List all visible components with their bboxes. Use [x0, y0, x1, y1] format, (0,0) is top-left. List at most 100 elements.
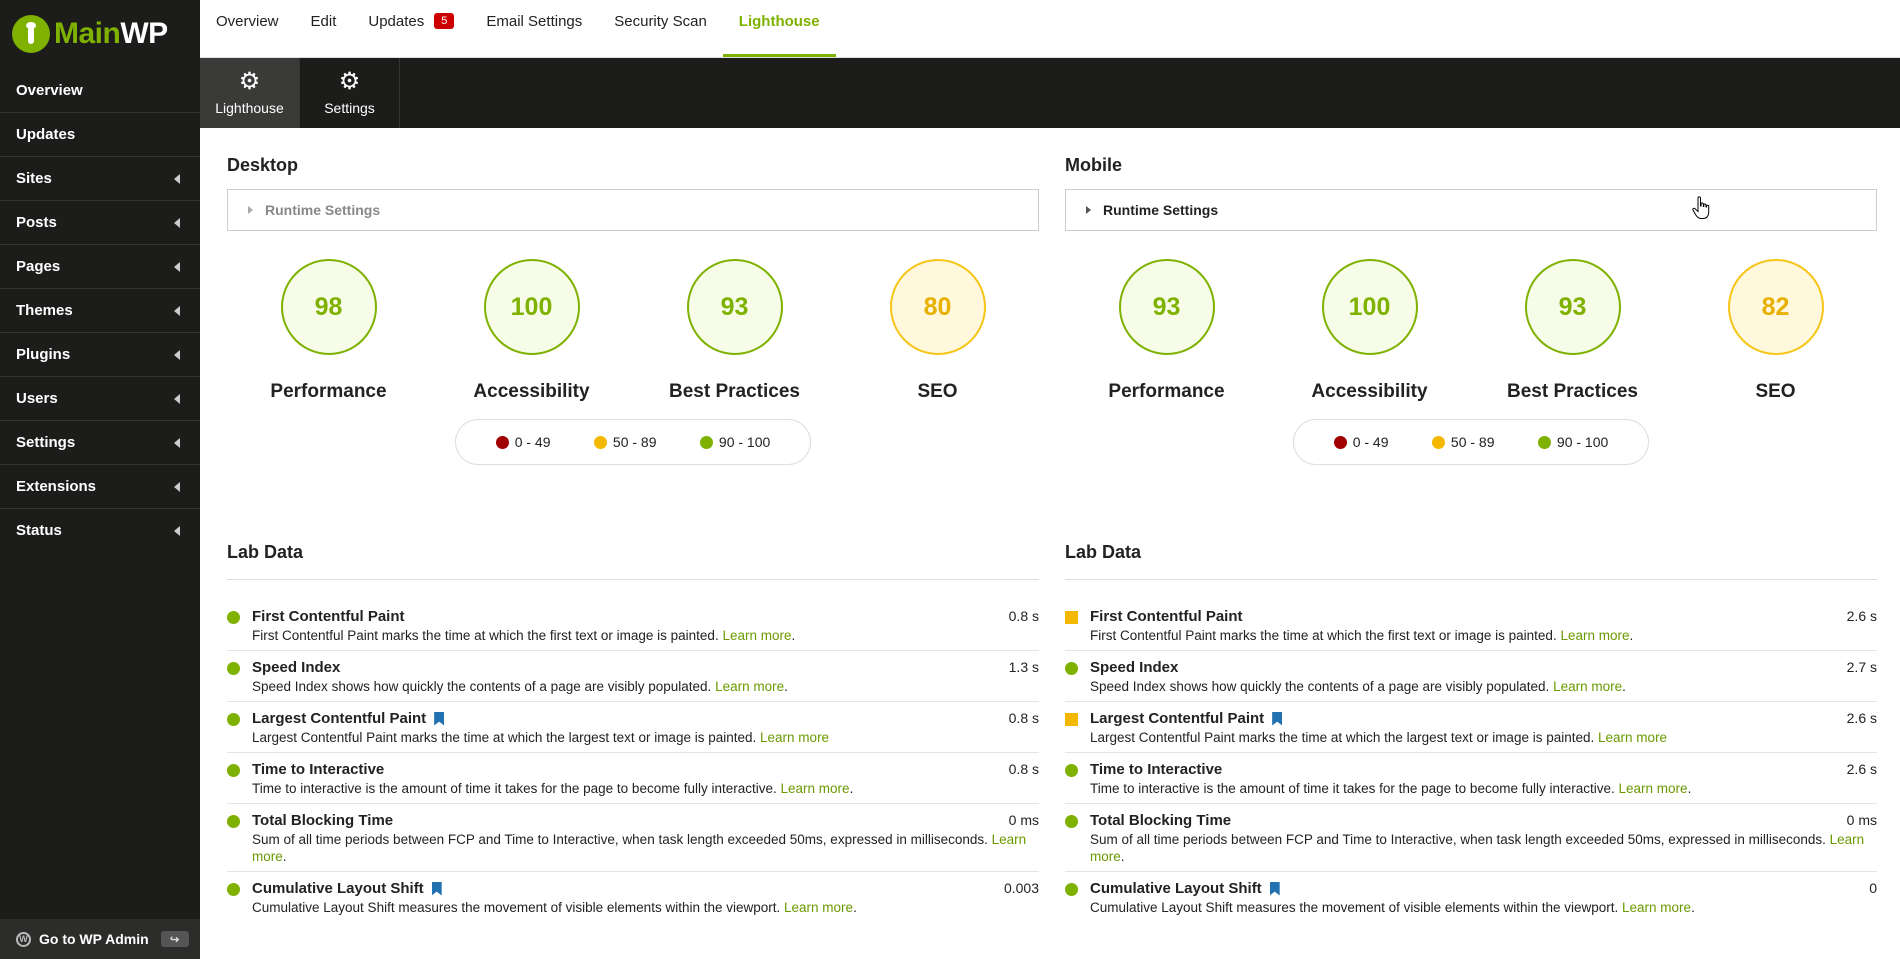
score-gauge-accessibility: 100 Accessibility	[430, 259, 633, 419]
metric-name: Time to Interactive	[252, 761, 1039, 778]
tab-updates-label: Updates	[368, 12, 425, 30]
tab-edit[interactable]: Edit	[311, 0, 353, 57]
learn-more-link[interactable]: Learn more	[252, 832, 1027, 864]
learn-more-link[interactable]: Learn more	[1622, 900, 1692, 915]
sidebar-item-updates[interactable]: Updates	[0, 112, 200, 156]
sidebar-item-overview[interactable]: Overview	[0, 68, 200, 112]
sidebar-item-plugins[interactable]: Plugins	[0, 332, 200, 376]
sidebar-item-pages[interactable]: Pages	[0, 244, 200, 288]
wp-admin-label: Go to WP Admin	[39, 931, 149, 947]
mobile-report: Mobile Runtime Settings 93 Performance 100…	[1065, 128, 1877, 922]
metric-description-text: Cumulative Layout Shift measures the mov…	[252, 900, 781, 915]
sidebar-item-status[interactable]: Status	[0, 508, 200, 552]
metric-name-text: Largest Contentful Paint	[1090, 710, 1265, 727]
tab-overview-label: Overview	[216, 12, 279, 30]
learn-more-link[interactable]: Learn more	[760, 730, 830, 745]
mobile-runtime-settings-toggle[interactable]: Runtime Settings	[1065, 189, 1877, 231]
pass-dot-icon	[227, 883, 240, 896]
caret-left-icon	[174, 393, 180, 404]
score-value: 93	[1118, 259, 1215, 355]
tab-security-label: Security Scan	[614, 12, 707, 30]
metric-description: Sum of all time periods between FCP and …	[1090, 831, 1877, 865]
metric-value: 0.8 s	[1008, 710, 1039, 726]
legend-dot-icon	[1537, 435, 1551, 449]
tab-security-scan[interactable]: Security Scan	[614, 0, 723, 57]
sidebar-item-themes[interactable]: Themes	[0, 288, 200, 332]
caret-left-icon	[174, 305, 180, 316]
sidebar-item-extensions[interactable]: Extensions	[0, 464, 200, 508]
metric-name-text: First Contentful Paint	[1090, 608, 1243, 625]
mainwp-logo[interactable]: MainWP	[0, 0, 200, 68]
legend-item-pass: 90 - 100	[699, 434, 771, 450]
metric-name: Speed Index	[1090, 659, 1877, 676]
metric-name-text: Time to Interactive	[252, 761, 385, 778]
go-to-wp-admin-button[interactable]: W Go to WP Admin ↪	[0, 919, 200, 959]
learn-more-link[interactable]: Learn more	[1560, 628, 1630, 643]
metric-row: First Contentful Paint First Contentful P…	[1065, 600, 1877, 651]
metric-name-text: Total Blocking Time	[252, 812, 394, 829]
bookmark-icon	[1269, 881, 1280, 896]
score-value: 93	[686, 259, 783, 355]
metric-description: First Contentful Paint marks the time at…	[252, 627, 1039, 644]
legend-label: 90 - 100	[718, 434, 771, 450]
hand-cursor-icon	[1692, 196, 1710, 219]
learn-more-link[interactable]: Learn more	[1090, 832, 1865, 864]
sidebar-item-posts[interactable]: Posts	[0, 200, 200, 244]
learn-more-link[interactable]: Learn more	[1618, 781, 1688, 796]
average-square-icon	[1065, 713, 1078, 726]
learn-more-link[interactable]: Learn more	[1553, 679, 1623, 694]
tab-lighthouse[interactable]: Lighthouse	[722, 0, 836, 57]
metric-description-text: Largest Contentful Paint marks the time …	[1090, 730, 1595, 745]
metric-description: Time to interactive is the amount of tim…	[1090, 780, 1877, 797]
caret-left-icon	[174, 525, 180, 536]
tab-email-settings[interactable]: Email Settings	[486, 0, 598, 57]
tab-updates[interactable]: Updates 5	[368, 0, 470, 57]
pass-dot-icon	[1065, 883, 1078, 896]
sidebar-nav: Overview Updates Sites Posts Pages Themes Plug…	[0, 68, 200, 552]
metric-description: Cumulative Layout Shift measures the mov…	[1090, 899, 1877, 916]
brand-wp: WP	[120, 17, 168, 50]
desktop-runtime-settings-toggle[interactable]: Runtime Settings	[227, 189, 1039, 231]
metric-description: Speed Index shows how quickly the conten…	[252, 678, 1039, 695]
metric-description: Speed Index shows how quickly the conten…	[1090, 678, 1877, 695]
legend-dot-icon	[1431, 435, 1445, 449]
sidebar-item-users[interactable]: Users	[0, 376, 200, 420]
learn-more-link[interactable]: Learn more	[722, 628, 792, 643]
metric-row: Cumulative Layout Shift Cumulative Layout…	[1065, 872, 1877, 922]
metric-value: 0.8 s	[1008, 608, 1039, 624]
sidebar-item-label: Plugins	[16, 346, 71, 363]
learn-more-link[interactable]: Learn more	[1598, 730, 1668, 745]
metric-description-text: Time to interactive is the amount of tim…	[252, 781, 777, 796]
bookmark-icon	[1272, 711, 1283, 726]
subnav-lighthouse[interactable]: ⚙ Lighthouse	[200, 58, 300, 128]
subnav-settings-label: Settings	[324, 100, 375, 116]
desktop-title: Desktop	[227, 155, 299, 175]
sidebar-item-label: Sites	[16, 170, 52, 187]
subnav-settings[interactable]: ⚙ Settings	[300, 58, 400, 128]
mobile-title: Mobile	[1065, 155, 1122, 175]
desktop-score-legend: 0 - 49 50 - 89 90 - 100	[455, 419, 811, 465]
legend-item-average: 50 - 89	[593, 434, 657, 450]
sidebar-item-sites[interactable]: Sites	[0, 156, 200, 200]
score-value: 82	[1727, 259, 1824, 355]
mobile-score-legend: 0 - 49 50 - 89 90 - 100	[1293, 419, 1649, 465]
metric-description-end: .	[1120, 849, 1125, 864]
tab-overview[interactable]: Overview	[216, 0, 295, 57]
learn-more-link[interactable]: Learn more	[780, 781, 850, 796]
sidebar-item-label: Themes	[16, 302, 73, 319]
learn-more-link[interactable]: Learn more	[715, 679, 785, 694]
sidebar-item-label: Pages	[16, 258, 61, 275]
metric-name-text: First Contentful Paint	[252, 608, 405, 625]
gear-icon: ⚙	[338, 68, 361, 95]
metric-description-text: First Contentful Paint marks the time at…	[1090, 628, 1557, 643]
learn-more-link[interactable]: Learn more	[784, 900, 854, 915]
metric-description-end: .	[282, 849, 287, 864]
bookmark-icon	[434, 711, 445, 726]
mobile-score-gauges: 93 Performance 100 Accessibility 93 Best Prac…	[1065, 259, 1877, 419]
metric-name: Cumulative Layout Shift	[252, 880, 1039, 897]
legend-label: 50 - 89	[1450, 434, 1495, 450]
sidebar-item-settings[interactable]: Settings	[0, 420, 200, 464]
score-value: 93	[1524, 259, 1621, 355]
metric-description-end: .	[853, 900, 857, 915]
score-value: 100	[1321, 259, 1418, 355]
